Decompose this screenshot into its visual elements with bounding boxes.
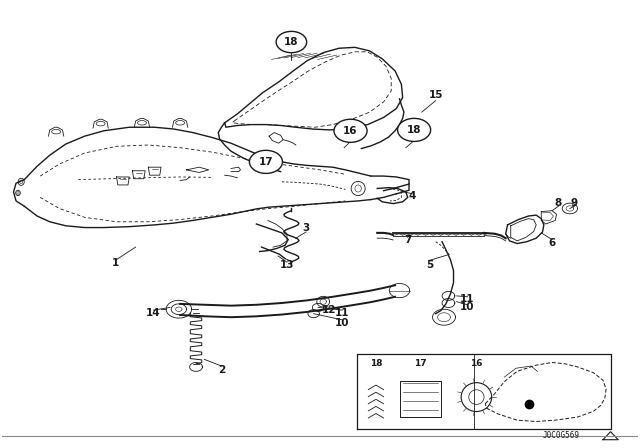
Text: 3: 3: [302, 224, 310, 233]
Text: 12: 12: [323, 305, 337, 315]
Circle shape: [397, 118, 431, 142]
Text: 18: 18: [284, 37, 299, 47]
Circle shape: [276, 31, 307, 53]
Text: 15: 15: [428, 90, 443, 100]
Text: 13: 13: [280, 260, 294, 270]
Text: 1: 1: [111, 258, 119, 268]
Text: 10: 10: [335, 318, 349, 327]
Text: 17: 17: [414, 359, 427, 368]
Text: 7: 7: [404, 235, 412, 245]
Text: 5: 5: [426, 260, 433, 270]
Text: 9: 9: [571, 198, 578, 208]
Text: 16: 16: [343, 126, 358, 136]
Text: 11: 11: [460, 294, 475, 305]
Text: 16: 16: [470, 359, 483, 368]
Text: 14: 14: [146, 308, 161, 318]
Text: 4: 4: [408, 191, 416, 202]
Text: 11: 11: [335, 308, 349, 318]
Text: 6: 6: [548, 237, 556, 248]
Text: 2: 2: [218, 365, 225, 375]
Text: J0C0G569: J0C0G569: [543, 431, 580, 440]
Circle shape: [334, 119, 367, 142]
Text: 17: 17: [259, 157, 273, 167]
Text: 8: 8: [555, 198, 562, 208]
Text: 10: 10: [460, 302, 475, 312]
Circle shape: [250, 151, 282, 173]
Text: 18: 18: [370, 359, 382, 368]
Text: 18: 18: [407, 125, 421, 135]
